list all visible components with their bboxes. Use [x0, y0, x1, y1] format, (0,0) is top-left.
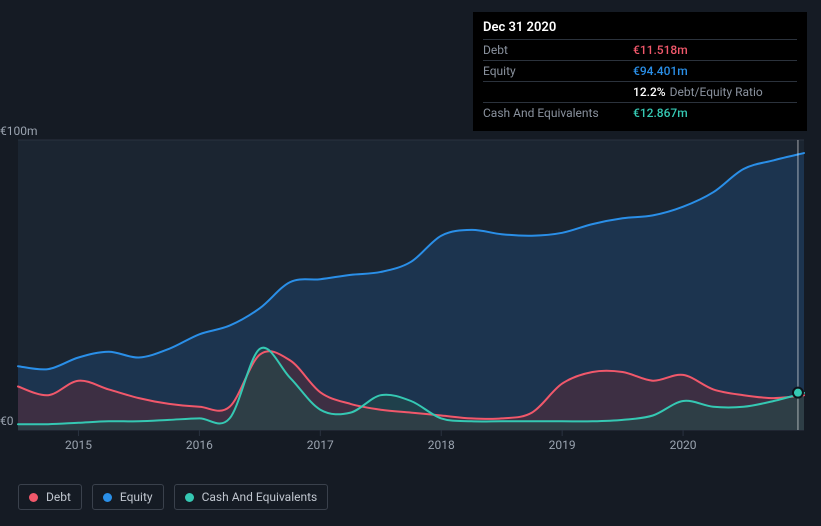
tooltip-row-value: 12.2%	[633, 85, 666, 99]
tooltip-row: Equity€94.401m	[483, 60, 797, 81]
tooltip-row-label: Debt	[483, 43, 633, 57]
tooltip-row: Debt€11.518m	[483, 39, 797, 60]
legend-item-cash-and-equivalents[interactable]: Cash And Equivalents	[174, 484, 329, 510]
x-axis-label: 2015	[65, 438, 92, 452]
legend-item-debt[interactable]: Debt	[18, 484, 82, 510]
legend-item-label: Debt	[46, 490, 71, 504]
x-axis-label: 2019	[549, 438, 576, 452]
legend-dot-icon	[103, 493, 112, 502]
chart-tooltip: Dec 31 2020 Debt€11.518mEquity€94.401m12…	[473, 12, 807, 131]
x-axis-label: 2016	[186, 438, 213, 452]
y-axis-label: €100m	[0, 124, 12, 138]
tooltip-row: 12.2% Debt/Equity Ratio	[483, 81, 797, 102]
x-axis-label: 2017	[307, 438, 334, 452]
tooltip-row-value: €12.867m	[633, 106, 688, 120]
tooltip-row-label	[483, 85, 633, 99]
tooltip-row-value: €11.518m	[633, 43, 688, 57]
chart-legend: Debt Equity Cash And Equivalents	[18, 484, 328, 510]
tooltip-title: Dec 31 2020	[483, 20, 797, 39]
legend-item-equity[interactable]: Equity	[92, 484, 164, 510]
tooltip-row-label: Equity	[483, 64, 633, 78]
x-axis-label: 2018	[428, 438, 455, 452]
tooltip-row-suffix: Debt/Equity Ratio	[670, 85, 763, 99]
tooltip-row-label: Cash And Equivalents	[483, 106, 633, 120]
tooltip-row-value: €94.401m	[633, 64, 688, 78]
legend-dot-icon	[29, 493, 38, 502]
x-axis-label: 2020	[670, 438, 697, 452]
tooltip-row: Cash And Equivalents€12.867m	[483, 102, 797, 123]
legend-item-label: Cash And Equivalents	[202, 490, 318, 504]
y-axis-label: €0	[0, 414, 12, 428]
legend-item-label: Equity	[120, 490, 153, 504]
legend-dot-icon	[185, 493, 194, 502]
